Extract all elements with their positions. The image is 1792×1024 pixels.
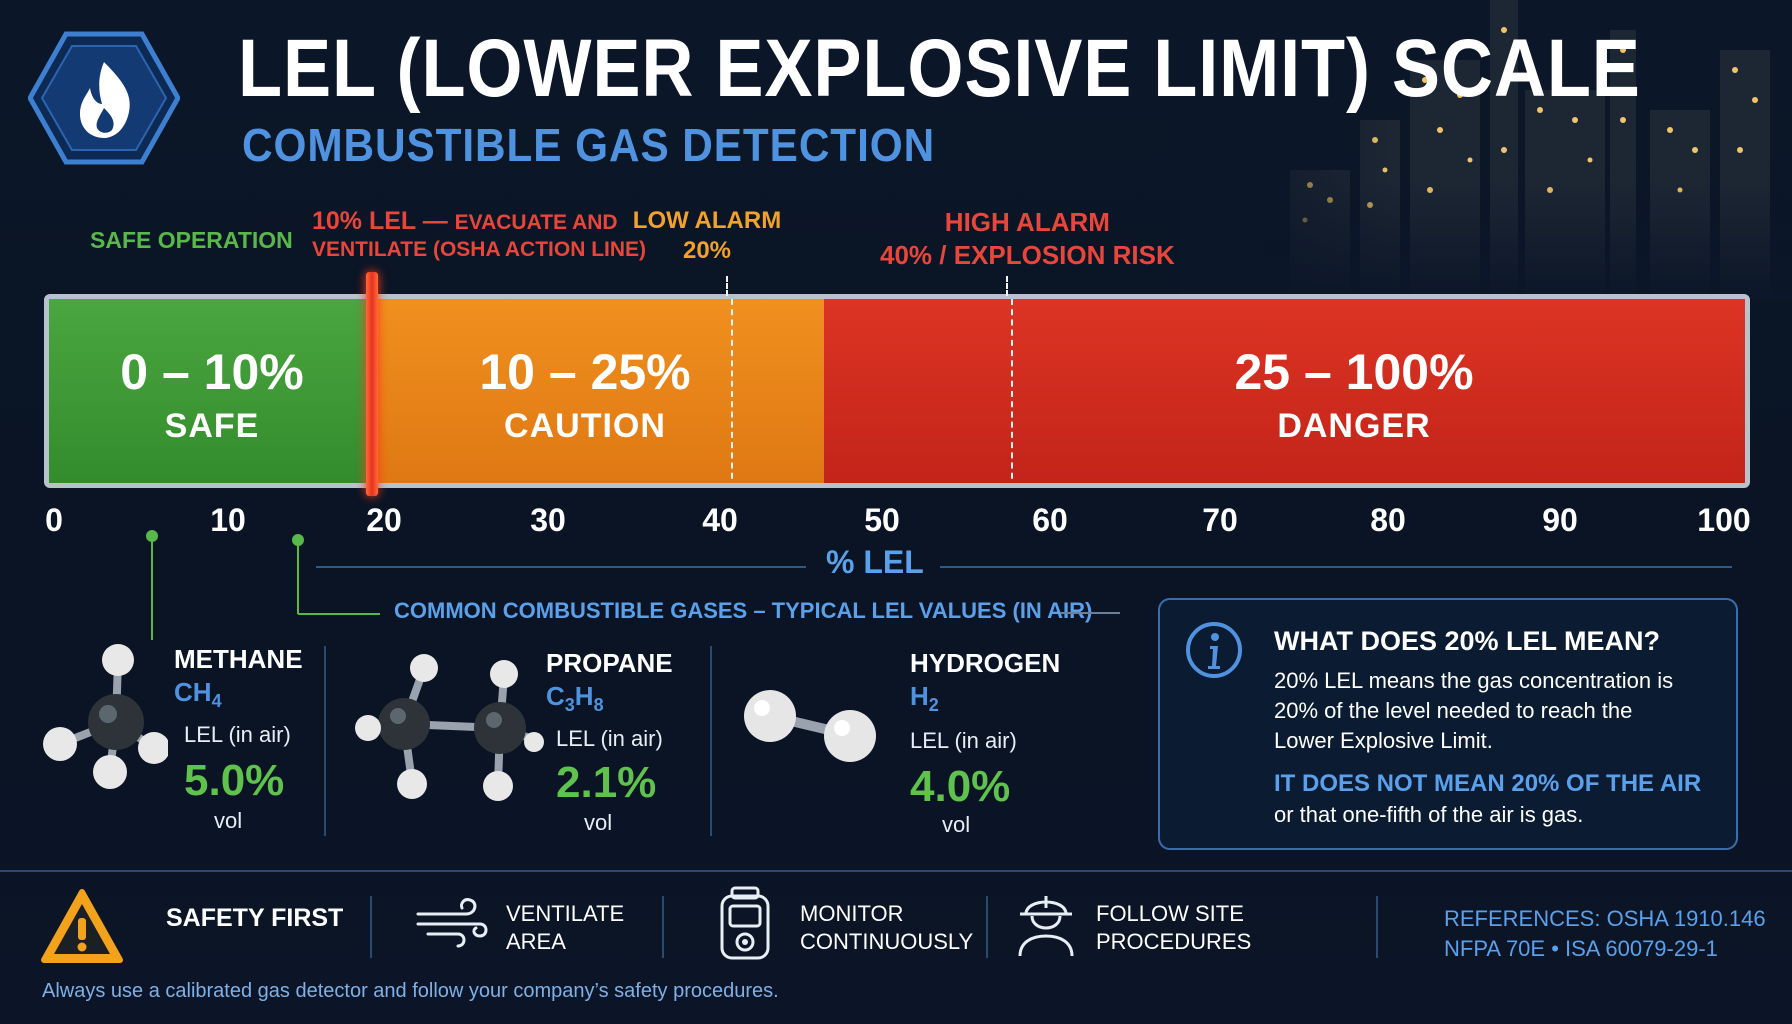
- zone-danger-range: 25 – 100%: [1234, 344, 1474, 400]
- safe-operation-label: SAFE OPERATION: [90, 227, 293, 253]
- gas-detector-icon: [716, 884, 774, 968]
- info-line2: 20% of the level needed to reach the: [1274, 698, 1633, 723]
- footer-divider: [0, 870, 1792, 872]
- zone-danger: 25 – 100% DANGER: [824, 299, 1745, 483]
- gas-card-hydrogen: HYDROGEN H2: [910, 648, 1060, 716]
- hard-hat-worker-icon: [1014, 888, 1078, 962]
- axis-tick: 50: [864, 502, 900, 538]
- monitor-label: MONITOR CONTINUOUSLY: [800, 901, 974, 954]
- zone-danger-name: DANGER: [1277, 407, 1431, 445]
- axis-tick: 90: [1542, 502, 1578, 538]
- lel-scale-bar: 0 – 10% SAFE 10 – 25% CAUTION 25 – 100% …: [44, 294, 1750, 488]
- info-line4: or that one-fifth of the air is gas.: [1274, 802, 1584, 827]
- follow-procedures-label: FOLLOW SITE PROCEDURES: [1096, 901, 1252, 954]
- axis-tick: 30: [530, 502, 566, 538]
- axis-tick: 20: [366, 502, 402, 538]
- info-box: WHAT DOES 20% LEL MEAN? 20% LEL means th…: [1158, 598, 1738, 850]
- gas-formula: C3H8: [546, 681, 604, 716]
- gas-divider: [710, 646, 712, 836]
- safety-first-label: SAFETY FIRST: [166, 904, 344, 932]
- zone-caution: 10 – 25% CAUTION: [375, 299, 824, 483]
- low-alarm-label: LOW ALARM 20%: [622, 206, 792, 266]
- low-alarm-value: 20%: [682, 237, 732, 264]
- high-alarm-value: 40% / EXPLOSION RISK: [880, 239, 1175, 270]
- hydrogen-molecule-icon: [738, 686, 882, 766]
- gas-lel-label: LEL (in air): [556, 726, 663, 751]
- page-subtitle: COMBUSTIBLE GAS DETECTION: [242, 119, 936, 171]
- evacuate-label-line1: 10% LEL —: [312, 207, 455, 235]
- evacuate-label-line1b: EVACUATE AND: [454, 211, 618, 234]
- references: REFERENCES: OSHA 1910.146 NFPA 70E • ISA…: [1444, 906, 1766, 961]
- ventilate-label: VENTILATE AREA: [506, 901, 625, 954]
- propane-molecule-icon: [354, 652, 544, 802]
- gas-lel-label: LEL (in air): [184, 722, 291, 747]
- axis-tick: 0: [45, 502, 63, 538]
- footer-divider-1: [370, 896, 372, 958]
- gas-unit: vol: [584, 810, 613, 835]
- gas-card-methane: METHANE CH4: [174, 644, 324, 712]
- gas-name: PROPANE: [546, 648, 673, 678]
- gas-formula: CH4: [174, 677, 222, 712]
- info-icon: [1184, 620, 1244, 684]
- gas-card-propane: PROPANE C3H8: [546, 648, 696, 716]
- info-emphasis: IT DOES NOT MEAN 20% OF THE AIR: [1274, 770, 1702, 797]
- gas-name: METHANE: [174, 644, 303, 674]
- info-title: WHAT DOES 20% LEL MEAN?: [1274, 626, 1661, 656]
- footer-divider-2: [662, 896, 664, 958]
- axis-tick: 40: [702, 502, 738, 538]
- axis-tick: 80: [1370, 502, 1406, 538]
- gas-lel-value: 5.0%: [184, 756, 285, 805]
- low-alarm-marker-top: [726, 276, 728, 296]
- zone-safe-name: SAFE: [164, 407, 260, 445]
- zone-caution-name: CAUTION: [504, 407, 666, 445]
- wind-icon: [414, 892, 490, 956]
- low-alarm-marker: [731, 299, 733, 483]
- high-alarm-marker: [1011, 299, 1013, 483]
- gas-name: HYDROGEN: [910, 648, 1061, 678]
- gas-unit: vol: [214, 808, 243, 833]
- gas-formula: H2: [910, 681, 939, 716]
- axis-tick: 100: [1697, 502, 1751, 538]
- footer-divider-4: [1376, 896, 1378, 958]
- gas-lel-value: 2.1%: [556, 758, 657, 807]
- axis-tick: 70: [1202, 502, 1238, 538]
- axis-tick: 10: [210, 502, 246, 538]
- axis-tick: 60: [1032, 502, 1068, 538]
- evacuate-label: 10% LEL — EVACUATE AND VENTILATE (OSHA A…: [312, 206, 646, 264]
- info-line1: 20% LEL means the gas concentration is: [1274, 668, 1674, 693]
- warning-icon: [40, 886, 124, 970]
- axis-title: % LEL: [826, 544, 924, 580]
- high-alarm-label: HIGH ALARM 40% / EXPLOSION RISK: [880, 206, 1175, 271]
- gas-leader-lines: [146, 530, 380, 640]
- zone-safe: 0 – 10% SAFE: [49, 299, 375, 483]
- refinery-backdrop: [1180, 0, 1792, 300]
- evacuate-label-line2: VENTILATE (OSHA ACTION LINE): [312, 238, 647, 262]
- methane-molecule-icon: [38, 636, 170, 796]
- high-alarm-title: HIGH ALARM: [944, 207, 1110, 237]
- flame-logo-icon: [27, 30, 181, 166]
- zone-caution-range: 10 – 25%: [479, 344, 691, 400]
- zone-safe-range: 0 – 10%: [120, 344, 304, 400]
- gases-heading-rule: [1060, 612, 1120, 614]
- evacuate-action-line: [366, 272, 378, 496]
- disclaimer: Always use a calibrated gas detector and…: [42, 980, 779, 1002]
- footer-divider-3: [986, 896, 988, 958]
- gas-lel-label: LEL (in air): [910, 728, 1017, 753]
- page-title: LEL (LOWER EXPLOSIVE LIMIT) SCALE: [238, 23, 1641, 114]
- axis-rule-right: [940, 566, 1732, 568]
- axis-rule-left: [316, 566, 806, 568]
- low-alarm-title: LOW ALARM: [632, 207, 782, 234]
- gas-lel-value: 4.0%: [910, 762, 1011, 811]
- high-alarm-marker-top: [1006, 276, 1008, 296]
- gas-unit: vol: [942, 812, 971, 837]
- gases-heading: COMMON COMBUSTIBLE GASES – TYPICAL LEL V…: [394, 598, 1093, 623]
- info-line3: Lower Explosive Limit.: [1274, 728, 1493, 753]
- gas-divider: [324, 646, 326, 836]
